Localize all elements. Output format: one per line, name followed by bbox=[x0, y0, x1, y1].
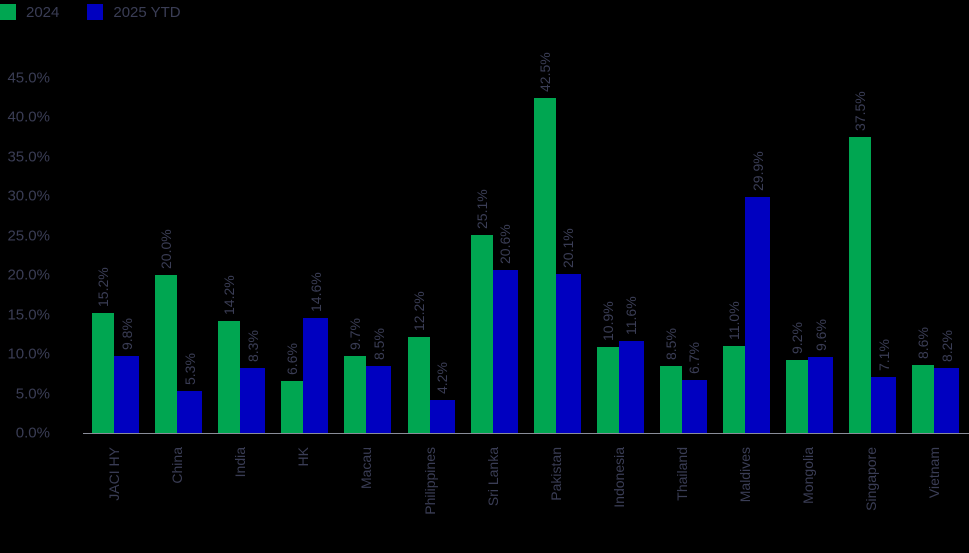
bar-2025-ytd bbox=[681, 380, 707, 433]
x-tick-label: Vietnam bbox=[926, 447, 943, 499]
bar-2024 bbox=[596, 347, 619, 433]
bar-2024 bbox=[92, 313, 114, 433]
bar-2025-ytd bbox=[177, 391, 203, 433]
bar-2025-ytd bbox=[366, 365, 392, 433]
bar-value-label: 37.5% bbox=[852, 91, 869, 132]
bar-2025-ytd bbox=[871, 376, 897, 433]
bar-2025-ytd bbox=[240, 367, 266, 433]
bar-value-label: 10.9% bbox=[599, 301, 616, 341]
x-tick-label: Singapore bbox=[863, 447, 880, 511]
bar-2025-ytd bbox=[303, 317, 329, 433]
x-tick-label: India bbox=[232, 447, 249, 478]
legend-item-2025-ytd: 2025 YTD bbox=[87, 3, 181, 21]
chart-legend: 2024 2025 YTD bbox=[0, 0, 205, 24]
bar-value-label: 8.3% bbox=[244, 329, 261, 362]
x-tick-label: JACI HY bbox=[106, 447, 122, 501]
bar-value-label: 4.2% bbox=[434, 361, 450, 394]
bar-value-label: 20.1% bbox=[560, 228, 577, 269]
y-tick-label: 5.0% bbox=[15, 385, 50, 403]
bar-value-label: 42.5% bbox=[536, 52, 553, 92]
bar-value-label: 8.5% bbox=[370, 328, 387, 360]
y-tick-label: 25.0% bbox=[7, 227, 50, 245]
bar-value-label: 9.7% bbox=[347, 318, 364, 351]
legend-swatch-2025-ytd bbox=[87, 4, 104, 20]
bar-2024 bbox=[912, 365, 935, 433]
bar-value-label: 25.1% bbox=[473, 189, 490, 229]
bar-2025-ytd bbox=[429, 399, 455, 433]
bar-2024 bbox=[344, 356, 367, 433]
bar-value-label: 11.0% bbox=[726, 301, 742, 341]
bar-2024 bbox=[533, 97, 556, 433]
bar-value-label: 12.2% bbox=[410, 291, 427, 331]
bar-2024 bbox=[723, 346, 745, 433]
x-tick-label: Sri Lanka bbox=[484, 447, 501, 507]
bar-2025-ytd bbox=[934, 368, 960, 433]
bar-value-label: 9.8% bbox=[118, 317, 135, 350]
bar-2024 bbox=[470, 234, 493, 433]
y-tick-label: 15.0% bbox=[7, 306, 50, 324]
bar-2024 bbox=[849, 137, 872, 433]
bar-2025-ytd bbox=[555, 274, 581, 433]
y-tick-label: 35.0% bbox=[7, 148, 50, 166]
x-tick-label: Thailand bbox=[673, 447, 690, 501]
bar-2024 bbox=[218, 320, 241, 433]
bar-2025-ytd bbox=[808, 357, 834, 433]
bar-2024 bbox=[281, 380, 304, 433]
bar-2025-ytd bbox=[745, 197, 770, 433]
x-tick-label: Pakistan bbox=[547, 447, 564, 501]
x-tick-label: HK bbox=[295, 447, 312, 467]
bar-value-label: 15.2% bbox=[95, 267, 111, 308]
x-tick-label: Macau bbox=[358, 447, 375, 490]
bar-value-label: 8.5% bbox=[662, 328, 679, 360]
bar-value-label: 14.6% bbox=[307, 272, 324, 312]
y-tick-label: 45.0% bbox=[7, 69, 50, 87]
y-tick-label: 30.0% bbox=[7, 187, 50, 205]
bar-value-label: 6.7% bbox=[686, 342, 703, 375]
bar-value-label: 5.3% bbox=[181, 353, 198, 386]
bar-value-label: 8.6% bbox=[915, 327, 932, 360]
x-tick-label: Indonesia bbox=[610, 447, 627, 508]
y-tick-label: 40.0% bbox=[7, 108, 50, 126]
bar-value-label: 20.6% bbox=[497, 224, 514, 265]
bar-2024 bbox=[407, 336, 430, 433]
bar-value-label: 9.6% bbox=[812, 319, 829, 352]
legend-label: 2025 YTD bbox=[113, 3, 181, 21]
bar-2025-ytd bbox=[114, 355, 139, 433]
bar-2025-ytd bbox=[618, 341, 644, 433]
y-tick-label: 0.0% bbox=[15, 424, 50, 442]
x-tick-label: Maldives bbox=[737, 447, 753, 503]
bar-2025-ytd bbox=[492, 270, 518, 433]
y-tick-label: 20.0% bbox=[7, 266, 50, 284]
legend-swatch-2024 bbox=[0, 4, 16, 20]
bar-value-label: 9.2% bbox=[789, 322, 806, 355]
x-tick-label: China bbox=[169, 447, 186, 484]
bar-value-label: 8.2% bbox=[938, 330, 955, 363]
legend-label: 2024 bbox=[26, 3, 60, 21]
x-tick-label: Philippines bbox=[421, 447, 438, 515]
bar-value-label: 7.1% bbox=[875, 339, 892, 371]
y-tick-label: 10.0% bbox=[7, 345, 50, 363]
bar-value-label: 6.6% bbox=[284, 343, 301, 375]
legend-item-2024: 2024 bbox=[0, 4, 59, 21]
bar-value-label: 20.0% bbox=[158, 229, 175, 270]
bar-value-label: 14.2% bbox=[221, 275, 238, 315]
x-axis-line bbox=[83, 433, 969, 434]
bar-2024 bbox=[659, 365, 682, 433]
x-tick-label: Mongolia bbox=[800, 447, 817, 504]
bar-2024 bbox=[786, 360, 809, 433]
bar-value-label: 29.9% bbox=[749, 151, 766, 192]
bar-2024 bbox=[155, 275, 178, 433]
bar-value-label: 11.6% bbox=[623, 296, 640, 336]
